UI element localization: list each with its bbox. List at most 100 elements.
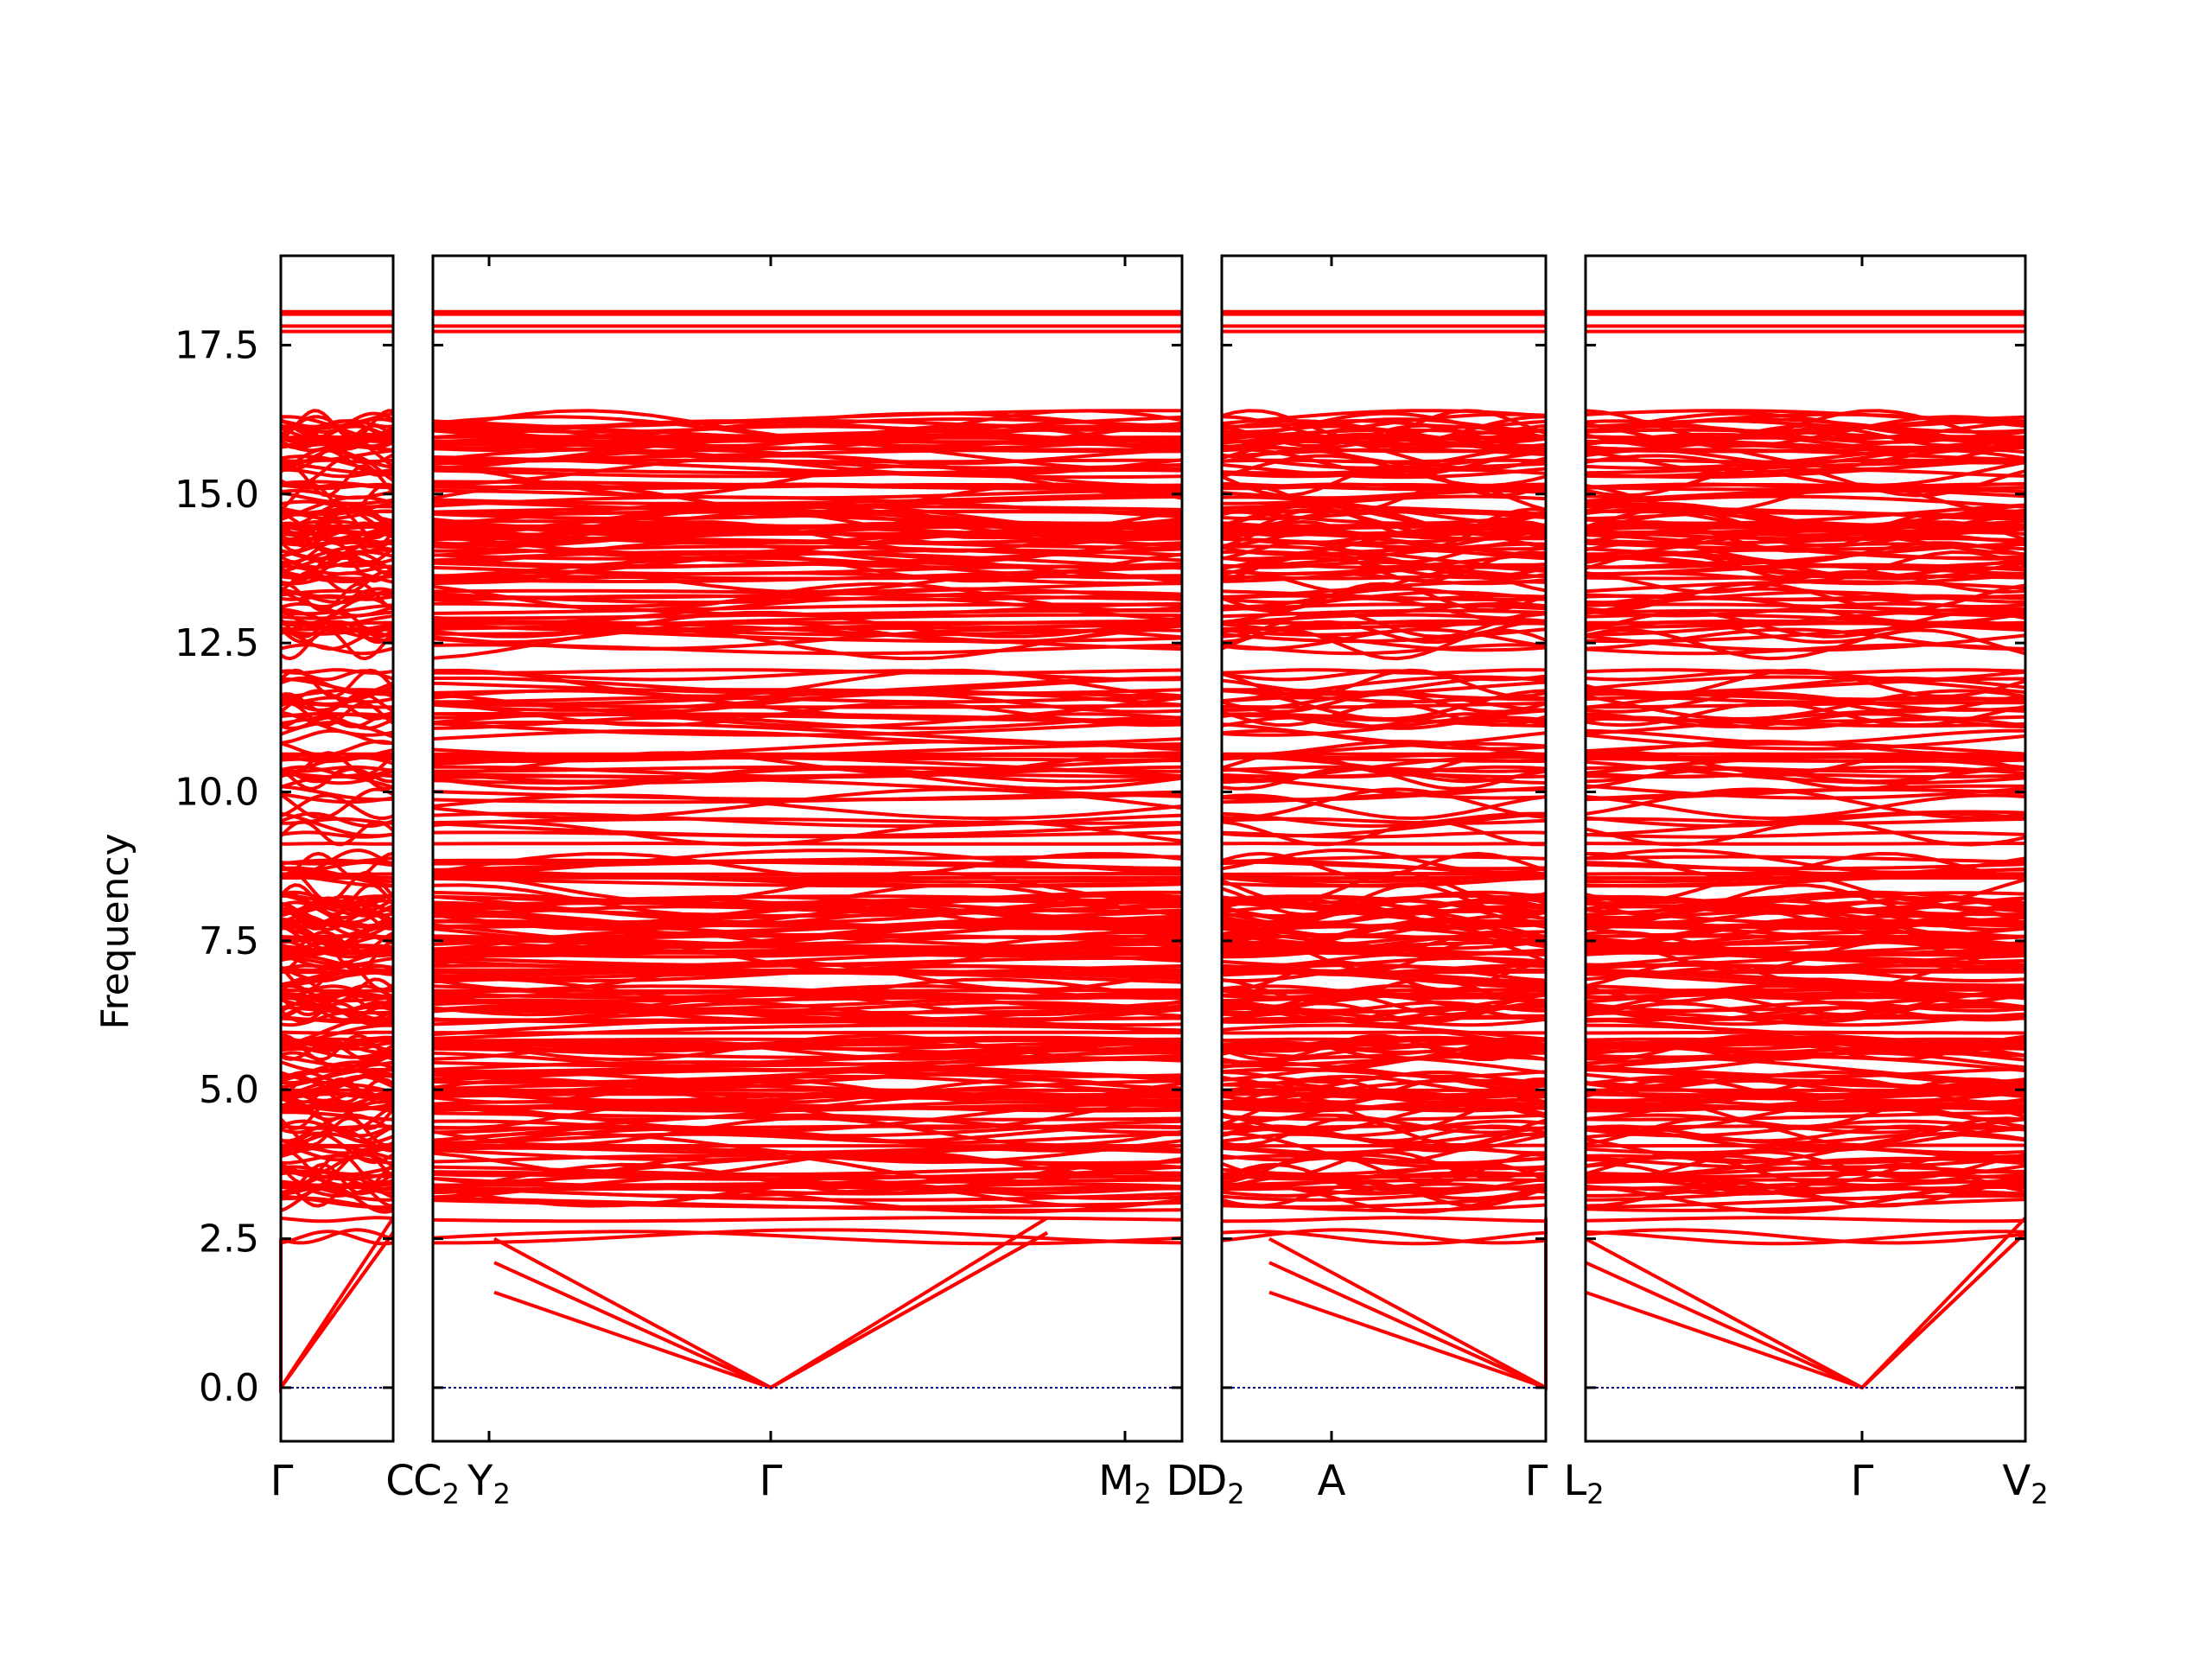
- band-line: [280, 772, 394, 779]
- band-line: [1585, 1072, 2026, 1090]
- band-line: [280, 1216, 394, 1224]
- band-line: [1585, 551, 2026, 581]
- band-line: [280, 544, 394, 568]
- kpoint-label: D: [1166, 1457, 1198, 1505]
- band-line: [280, 499, 394, 523]
- band-line: [1585, 482, 2026, 490]
- band-line: [1585, 602, 2026, 615]
- band-line: [1585, 1014, 2026, 1023]
- band-line: [432, 909, 1183, 928]
- band-line: [1221, 893, 1547, 906]
- band-line: [1585, 714, 2026, 728]
- band-line: [432, 956, 1183, 968]
- band-line: [280, 696, 394, 704]
- band-line: [1585, 593, 2026, 601]
- band-line: [1221, 1154, 1547, 1166]
- band-line: [432, 830, 1183, 839]
- band-line: [1585, 883, 2026, 917]
- band-line: [432, 668, 1183, 675]
- band-line: [1221, 772, 1547, 779]
- band-line: [280, 811, 394, 829]
- band-line: [1585, 701, 2025, 709]
- band-line: [1221, 874, 1547, 888]
- band-line: [279, 820, 395, 847]
- band-line: [1221, 482, 1547, 514]
- band-line: [432, 436, 1183, 450]
- band-line: [1585, 1173, 2025, 1195]
- band-line: [1221, 464, 1547, 498]
- band-line: [1221, 1072, 1547, 1090]
- y-tick-label: 17.5: [175, 323, 259, 367]
- band-line: [1221, 1060, 1547, 1088]
- band-line: [1585, 784, 2026, 800]
- band-line: [1585, 760, 2026, 785]
- band-line: [280, 984, 394, 1001]
- band-line: [1221, 434, 1547, 450]
- band-line: [432, 588, 1183, 601]
- acoustic-branch: [493, 1230, 1048, 1390]
- band-line: [280, 893, 394, 906]
- band-line: [432, 753, 1183, 760]
- band-line: [279, 668, 395, 698]
- band-line: [432, 719, 1183, 737]
- band-line: [1585, 793, 2026, 821]
- y-tick-label: 7.5: [199, 919, 259, 963]
- band-line: [1585, 930, 2026, 953]
- band-line: [432, 668, 1183, 698]
- y-tick-label: 0.0: [199, 1366, 259, 1410]
- band-line: [432, 842, 1183, 846]
- band-line: [280, 622, 394, 631]
- panel-frame: [279, 254, 395, 1443]
- band-line: [280, 1038, 393, 1050]
- band-line: [1586, 950, 2026, 956]
- band-line: [1585, 1038, 2026, 1054]
- band-line: [1585, 1103, 2026, 1113]
- band-line: [280, 668, 394, 675]
- band-line: [1221, 482, 1547, 490]
- band-line: [280, 856, 394, 866]
- band-line: [1585, 906, 2026, 931]
- band-line: [432, 565, 1183, 583]
- band-line: [280, 1124, 394, 1130]
- band-line: [1221, 900, 1547, 925]
- band-line: [1585, 668, 2026, 675]
- band-line: [432, 1116, 1183, 1147]
- band-line: [280, 531, 394, 558]
- band-line: [1221, 668, 1547, 675]
- band-line: [432, 454, 1183, 487]
- band-line: [432, 855, 1183, 866]
- band-line: [432, 424, 1183, 444]
- panel-frame: [431, 254, 1184, 1443]
- band-line: [1585, 675, 2026, 695]
- band-line: [1585, 620, 2026, 630]
- band-line: [279, 423, 395, 448]
- band-line: [1221, 753, 1547, 760]
- band-panel-2: [432, 309, 1183, 1390]
- band-line: [1221, 883, 1547, 917]
- band-line: [280, 588, 394, 598]
- band-line: [1221, 1038, 1547, 1050]
- band-line: [432, 811, 1183, 829]
- band-line: [1221, 643, 1547, 656]
- band-line: [432, 1132, 1183, 1145]
- band-line: [432, 751, 1183, 776]
- band-line: [280, 930, 394, 953]
- band-line: [1221, 820, 1547, 847]
- band-line: [1585, 766, 2026, 784]
- band-line: [432, 529, 1183, 556]
- band-line: [1221, 696, 1547, 704]
- band-line: [432, 500, 1183, 525]
- band-line: [279, 1077, 395, 1104]
- band-line: [432, 721, 1183, 749]
- x-axis-kpoint-labels: Γ CC2 Y2 Γ M2 DD2 A Γ L2 Γ V2: [270, 1457, 2049, 1510]
- band-line: [1585, 563, 2026, 579]
- band-line: [280, 968, 394, 988]
- band-line: [280, 963, 394, 972]
- band-line: [280, 913, 394, 938]
- band-line: [1221, 1230, 1547, 1246]
- band-line: [1221, 601, 1547, 618]
- frames-layer: [279, 254, 2027, 1443]
- y-tick-label: 15.0: [175, 473, 259, 517]
- band-line: [1585, 988, 2026, 993]
- band-line: [280, 1228, 394, 1245]
